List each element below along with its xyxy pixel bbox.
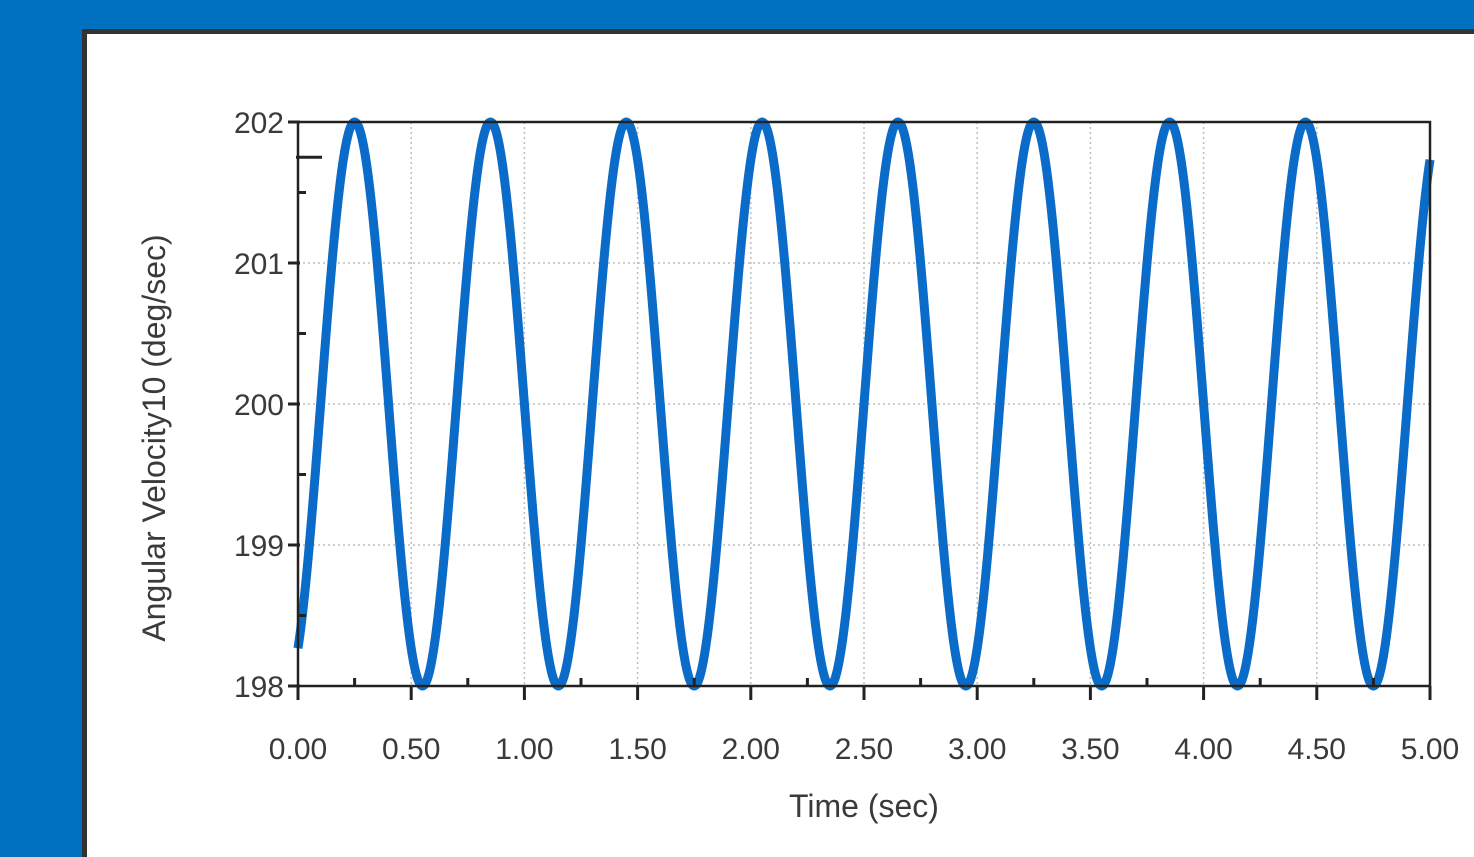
line-chart: 0.00 0.50 1.00 1.50 2.00 2.50 3.00 3.50 4.00 4.50… (136, 107, 1459, 824)
axes-layer (288, 120, 1432, 700)
x-tick-label: 2.50 (835, 733, 893, 766)
x-tick-label: 3.50 (1061, 733, 1119, 766)
x-tick-label: 1.00 (495, 733, 553, 766)
x-tick-label: 0.50 (382, 733, 440, 766)
x-tick-label: 4.50 (1288, 733, 1346, 766)
y-tick-label: 200 (234, 389, 284, 422)
series-line-0 (293, 117, 1435, 691)
plot-panel: 0.00 0.50 1.00 1.50 2.00 2.50 3.00 3.50 4.00 4.50… (82, 29, 1474, 857)
x-tick-label: 5.00 (1401, 733, 1459, 766)
tick-label-layer: 0.00 0.50 1.00 1.50 2.00 2.50 3.00 3.50 4.00 4.50… (234, 107, 1459, 766)
y-tick-label: 199 (234, 530, 284, 563)
x-tick-label: 3.00 (948, 733, 1006, 766)
y-tick-label: 201 (234, 248, 284, 281)
x-tick-label: 0.00 (269, 733, 327, 766)
x-tick-label: 4.00 (1174, 733, 1232, 766)
x-axis-title: Time (sec) (789, 788, 939, 824)
y-axis-title: Angular Velocity10 (deg/sec) (136, 234, 172, 641)
y-tick-label: 198 (234, 671, 284, 704)
x-tick-label: 2.00 (722, 733, 780, 766)
series-layer (293, 117, 1435, 691)
x-tick-label: 1.50 (608, 733, 666, 766)
y-tick-label: 202 (234, 107, 284, 140)
